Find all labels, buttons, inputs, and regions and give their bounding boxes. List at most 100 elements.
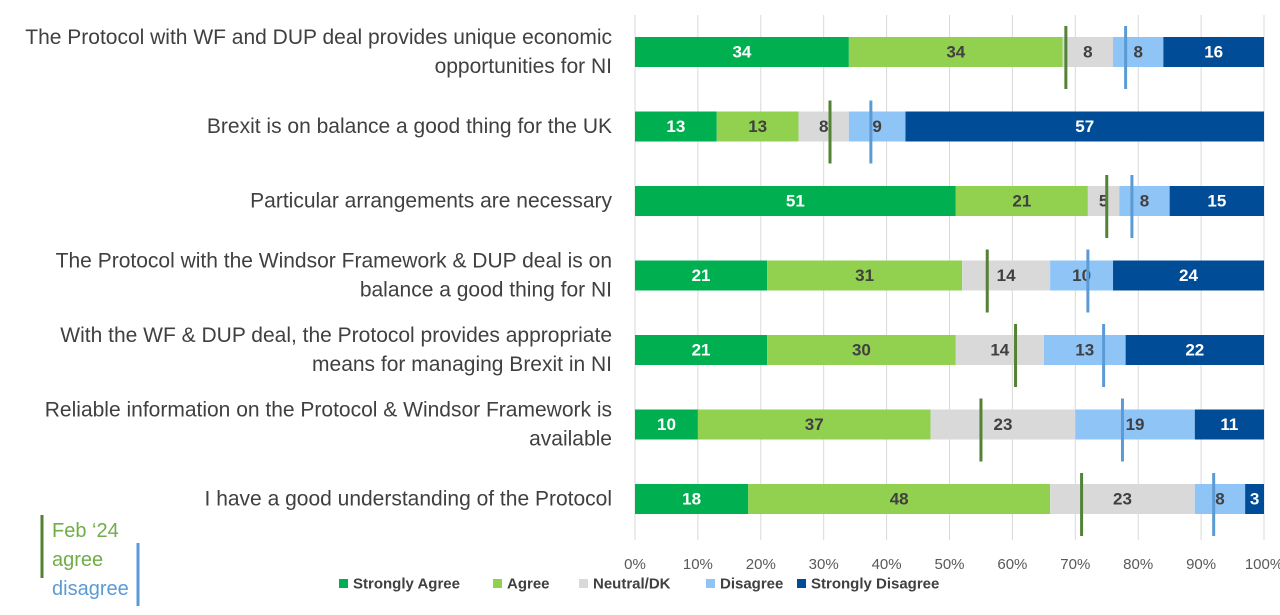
bar-segment [635,260,768,291]
bar-value-label: 13 [1075,341,1094,360]
category-label: Brexit is on balance a good thing for th… [207,115,612,138]
bar-segment [635,37,849,67]
bar-segment [697,409,931,440]
bar-value-label: 34 [946,43,965,62]
x-tick-label: 30% [809,556,839,573]
x-tick-label: 100% [1245,556,1280,573]
legend: Strongly Agree Agree Neutral/DK Disagree Str… [339,576,939,593]
key-disagree-label: disagree [52,578,129,600]
category-label: opportunities for NI [435,55,612,78]
category-label: Particular arrangements are necessary [250,190,612,213]
bar-segment [635,484,749,514]
bar-segment [1163,37,1264,67]
bar-value-label: 22 [1185,341,1204,360]
legend-label: Agree [507,576,550,593]
bar-segment [1050,484,1195,514]
legend-swatch [797,579,806,588]
bar-value-label: 8 [1140,192,1149,211]
category-labels: The Protocol with WF and DUP deal provid… [25,26,612,511]
category-label: The Protocol with WF and DUP deal provid… [25,26,612,49]
bar-value-label: 57 [1075,117,1094,136]
bar-segment [716,111,799,142]
bar-value-label: 21 [692,266,711,285]
key-title: Feb ‘24 [52,520,119,542]
bar-value-label: 11 [1220,415,1238,434]
category-label: available [529,428,612,451]
bar-value-label: 51 [786,192,805,211]
legend-swatch [706,579,715,588]
bar-value-label: 37 [805,415,824,434]
bar-segment [1245,484,1264,514]
category-label: balance a good thing for NI [360,279,612,302]
bar-segment [1043,335,1126,365]
x-tick-label: 0% [624,556,646,573]
bar-value-label: 16 [1204,43,1223,62]
bar-segment [767,260,963,291]
bar-segment [748,484,1051,514]
bar-segment [1169,186,1264,216]
bar-value-label: 23 [1113,490,1132,509]
bar-segment [848,111,906,142]
bar-segment [1194,409,1264,440]
category-label: The Protocol with the Windsor Framework … [56,250,612,273]
bar-segment [905,111,1264,142]
bar-segment [1062,37,1114,67]
bar-segment [635,409,698,440]
bar-segment [1113,37,1164,67]
bar-segment [1087,186,1120,216]
bar-segment [635,186,956,216]
bar-segment [767,335,956,365]
bar-value-label: 34 [732,43,751,62]
bar-value-label: 18 [682,490,701,509]
category-label: Reliable information on the Protocol & W… [45,399,612,422]
bar-value-label: 15 [1207,192,1226,211]
legend-label: Strongly Disagree [811,576,939,593]
bar-segment [1050,260,1114,291]
bar-value-label: 14 [990,341,1009,360]
x-tick-label: 80% [1123,556,1153,573]
legend-label: Strongly Agree [353,576,460,593]
x-tick-label: 10% [683,556,713,573]
x-tick-label: 40% [872,556,902,573]
category-label: With the WF & DUP deal, the Protocol pro… [60,324,612,347]
x-tick-label: 20% [746,556,776,573]
category-label: means for managing Brexit in NI [312,353,612,376]
bar-value-label: 3 [1250,490,1259,509]
bar-value-label: 14 [997,266,1016,285]
bar-segment [930,409,1076,440]
comparison-markers [828,26,1216,536]
key-agree-label: agree [52,549,103,571]
bar-segment [1113,260,1264,291]
bar-segment [635,111,717,142]
bar-value-label: 13 [748,117,767,136]
bar-segment [1119,186,1170,216]
x-tick-label: 50% [934,556,964,573]
bar-value-label: 5 [1099,192,1108,211]
x-tick-label: 90% [1186,556,1216,573]
bar-value-label: 21 [692,341,711,360]
bar-value-label: 13 [666,117,685,136]
bar-value-label: 9 [872,117,881,136]
bar-value-label: 8 [1215,490,1224,509]
legend-label: Neutral/DK [593,576,671,593]
bar-value-label: 23 [994,415,1013,434]
bar-value-label: 48 [890,490,909,509]
bar-value-label: 10 [657,415,676,434]
x-tick-label: 70% [1060,556,1090,573]
x-tick-label: 60% [997,556,1027,573]
bar-segment [848,37,1063,67]
legend-swatch [339,579,348,588]
bar-segment [1125,335,1264,365]
legend-swatch [579,579,588,588]
x-axis-ticks: 0% 10% 20% 30% 40% 50% 60% 70% 80% 90% 100% [624,556,1280,573]
bar-value-label: 31 [855,266,874,285]
bar-value-label: 21 [1012,192,1031,211]
bar-segment [635,335,768,365]
bar-value-label: 8 [1133,43,1142,62]
legend-label: Disagree [720,576,783,593]
bar-value-label: 10 [1072,266,1091,285]
bar-segment [962,260,1051,291]
bar-value-label: 24 [1179,266,1198,285]
